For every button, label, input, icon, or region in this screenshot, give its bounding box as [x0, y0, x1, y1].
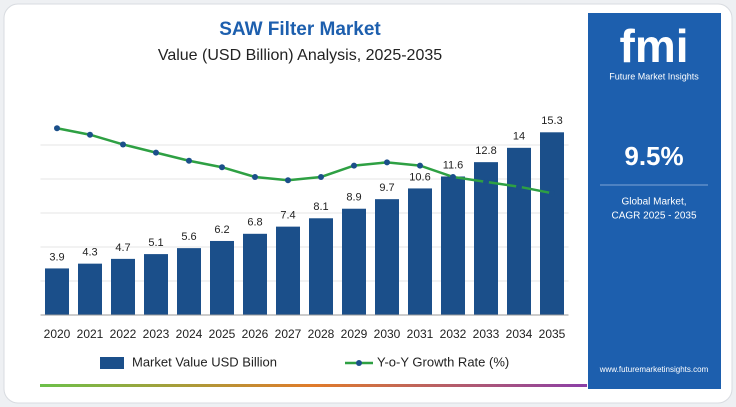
- cagr-label: CAGR 2025 - 2035: [611, 211, 696, 222]
- cagr-value: 9.5%: [624, 141, 683, 171]
- x-tick-label: 2023: [143, 327, 170, 341]
- url: www.futuremarketinsights.com: [599, 365, 709, 374]
- chart-title: SAW Filter Market: [219, 19, 381, 40]
- value-label: 8.9: [346, 192, 361, 204]
- growth-point: [450, 173, 456, 180]
- x-tick-label: 2026: [242, 327, 269, 341]
- growth-point: [417, 162, 423, 169]
- bar: [243, 233, 267, 315]
- x-tick-label: 2031: [407, 327, 434, 341]
- bar: [441, 176, 465, 315]
- bar: [111, 258, 135, 315]
- logo: fmi: [620, 20, 689, 72]
- bar: [540, 132, 564, 315]
- bar: [78, 263, 102, 315]
- x-tick-label: 2035: [539, 327, 566, 341]
- value-label: 5.1: [148, 237, 163, 249]
- growth-point: [219, 164, 225, 171]
- growth-point: [54, 125, 60, 132]
- growth-point: [153, 149, 159, 156]
- value-label: 12.8: [475, 145, 496, 157]
- bar: [45, 268, 69, 315]
- growth-point: [87, 131, 93, 138]
- growth-point: [516, 183, 522, 190]
- legend-swatch: [356, 360, 362, 366]
- x-tick-label: 2024: [176, 327, 203, 341]
- x-tick-label: 2030: [374, 327, 401, 341]
- growth-point: [186, 157, 192, 164]
- growth-line: [56, 127, 553, 195]
- x-tick-label: 2033: [473, 327, 500, 341]
- legend-label: Y-o-Y Growth Rate (%): [377, 354, 509, 369]
- growth-point: [252, 173, 258, 180]
- value-label: 10.6: [409, 171, 430, 183]
- bar: [276, 226, 300, 315]
- bar: [210, 240, 234, 315]
- legend-swatch: [100, 357, 124, 369]
- x-tick-label: 2029: [341, 327, 368, 341]
- bar: [309, 218, 333, 315]
- value-label: 15.3: [541, 115, 562, 127]
- x-tick-label: 2027: [275, 327, 302, 341]
- x-tick-label: 2021: [77, 327, 104, 341]
- bar: [144, 254, 168, 315]
- value-label: 8.1: [313, 201, 328, 213]
- cagr-label: Global Market,: [621, 197, 686, 208]
- growth-point: [120, 141, 126, 148]
- value-label: 3.9: [49, 251, 64, 263]
- x-tick-label: 2032: [440, 327, 467, 341]
- bar: [177, 248, 201, 315]
- growth-point: [285, 177, 291, 184]
- value-label: 6.8: [247, 217, 262, 229]
- accent-line: [40, 384, 587, 387]
- growth-point: [318, 173, 324, 180]
- value-label: 14: [513, 131, 525, 143]
- growth-point: [384, 159, 390, 166]
- growth-point: [549, 190, 555, 197]
- legend-label: Market Value USD Billion: [132, 354, 277, 369]
- bar: [375, 199, 399, 315]
- x-tick-label: 2028: [308, 327, 335, 341]
- brand: Future Market Insights: [609, 71, 699, 81]
- x-tick-label: 2020: [44, 327, 71, 341]
- x-tick-label: 2022: [110, 327, 137, 341]
- value-label: 7.4: [280, 210, 295, 222]
- x-tick-label: 2025: [209, 327, 236, 341]
- side-panel: [588, 13, 721, 389]
- x-tick-label: 2034: [506, 327, 533, 341]
- bar: [408, 188, 432, 315]
- value-label: 9.7: [379, 182, 394, 194]
- value-label: 4.7: [115, 242, 130, 254]
- value-label: 6.2: [214, 224, 229, 236]
- chart-subtitle: Value (USD Billion) Analysis, 2025-2035: [158, 47, 442, 64]
- value-label: 5.6: [181, 231, 196, 243]
- bar: [342, 208, 366, 315]
- growth-point: [483, 178, 489, 185]
- value-label: 11.6: [443, 159, 464, 171]
- bar: [474, 162, 498, 315]
- growth-point: [351, 162, 357, 169]
- bar: [507, 147, 531, 315]
- value-label: 4.3: [82, 247, 97, 259]
